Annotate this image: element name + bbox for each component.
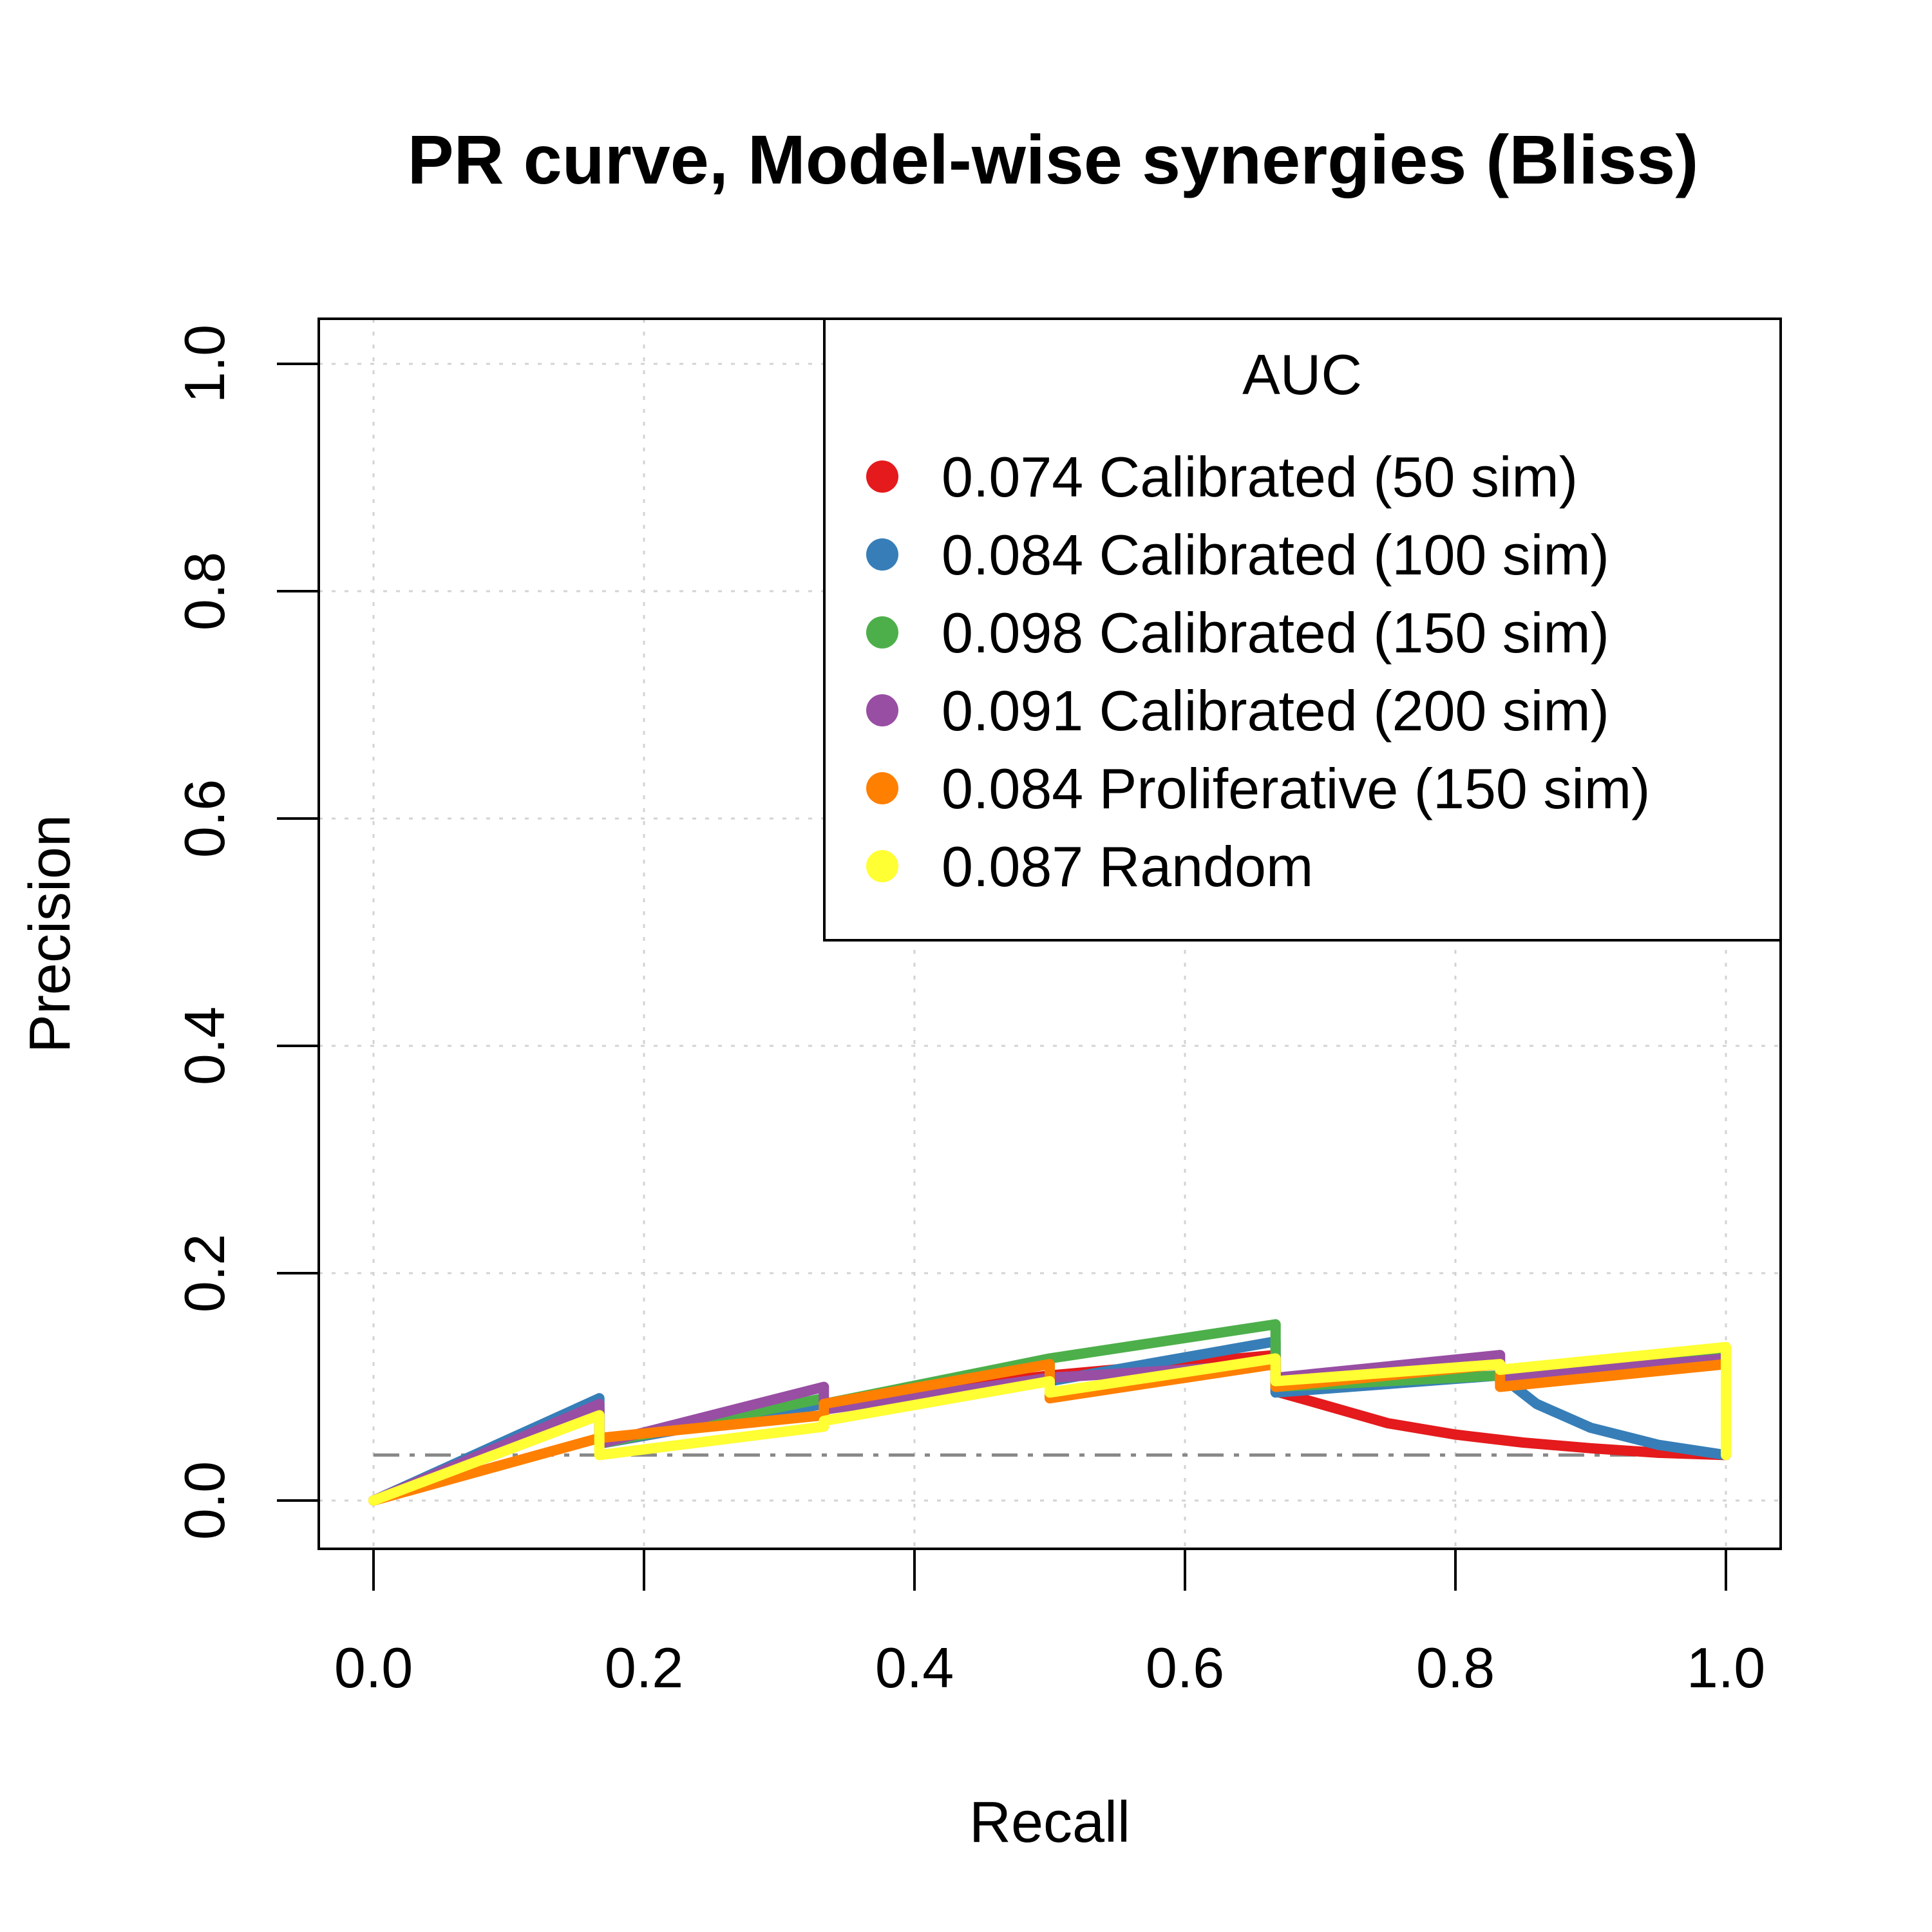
x-axis: 0.0 0.2 0.4 0.6 0.8 1.0	[334, 1549, 1765, 1700]
x-tick-label-1: 0.2	[605, 1636, 683, 1700]
legend-label-5: 0.087 Random	[942, 835, 1313, 898]
legend-marker-0	[866, 460, 898, 493]
legend-entry-3: 0.091 Calibrated (200 sim)	[866, 679, 1609, 743]
x-tick-label-4: 0.8	[1416, 1636, 1495, 1700]
x-axis-label: Recall	[969, 1790, 1130, 1855]
y-tick-label-1: 0.2	[173, 1234, 236, 1312]
legend-marker-4	[866, 772, 898, 804]
legend-title: AUC	[1242, 343, 1362, 406]
x-tick-label-0: 0.0	[334, 1636, 413, 1700]
y-axis: 0.0 0.2 0.4 0.6 0.8 1.0	[173, 325, 319, 1540]
legend-marker-1	[866, 538, 898, 571]
x-tick-label-3: 0.6	[1146, 1636, 1224, 1700]
y-axis-label: Precision	[18, 815, 82, 1053]
legend-entries: 0.074 Calibrated (50 sim) 0.084 Calibrate…	[866, 445, 1650, 898]
legend-box	[823, 317, 1782, 942]
chart-title: PR curve, Model-wise synergies (Bliss)	[408, 120, 1699, 198]
legend-label-2: 0.098 Calibrated (150 sim)	[942, 601, 1609, 665]
series-line-5	[368, 1341, 1731, 1506]
y-tick-label-3: 0.6	[173, 779, 236, 858]
legend-entry-1: 0.084 Calibrated (100 sim)	[866, 523, 1609, 587]
y-tick-label-0: 0.0	[173, 1461, 236, 1540]
legend-label-3: 0.091 Calibrated (200 sim)	[942, 679, 1609, 743]
legend: AUC 0.074 Calibrated (50 sim) 0.084 Calib…	[823, 317, 1782, 942]
legend-entry-2: 0.098 Calibrated (150 sim)	[866, 601, 1609, 665]
legend-label-1: 0.084 Calibrated (100 sim)	[942, 523, 1609, 587]
legend-marker-3	[866, 694, 898, 726]
y-tick-label-4: 0.8	[173, 552, 236, 630]
legend-entry-0: 0.074 Calibrated (50 sim)	[866, 445, 1578, 509]
legend-marker-2	[866, 616, 898, 649]
x-tick-label-5: 1.0	[1687, 1636, 1765, 1700]
series-group	[368, 1319, 1731, 1506]
legend-label-4: 0.084 Proliferative (150 sim)	[942, 757, 1650, 820]
legend-entry-4: 0.084 Proliferative (150 sim)	[866, 757, 1650, 820]
x-tick-label-2: 0.4	[875, 1636, 954, 1700]
y-tick-label-5: 1.0	[173, 325, 236, 403]
y-tick-label-2: 0.4	[173, 1007, 236, 1085]
legend-entry-5: 0.087 Random	[866, 835, 1313, 898]
legend-marker-5	[866, 850, 898, 882]
legend-label-0: 0.074 Calibrated (50 sim)	[942, 445, 1578, 509]
